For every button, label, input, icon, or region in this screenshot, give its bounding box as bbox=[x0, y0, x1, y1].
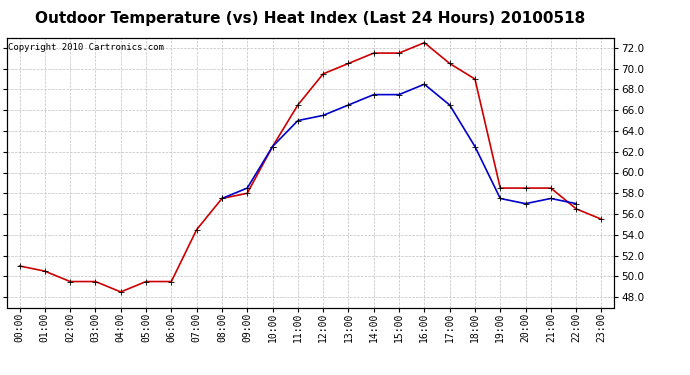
Text: Outdoor Temperature (vs) Heat Index (Last 24 Hours) 20100518: Outdoor Temperature (vs) Heat Index (Las… bbox=[35, 11, 586, 26]
Text: Copyright 2010 Cartronics.com: Copyright 2010 Cartronics.com bbox=[8, 43, 164, 52]
